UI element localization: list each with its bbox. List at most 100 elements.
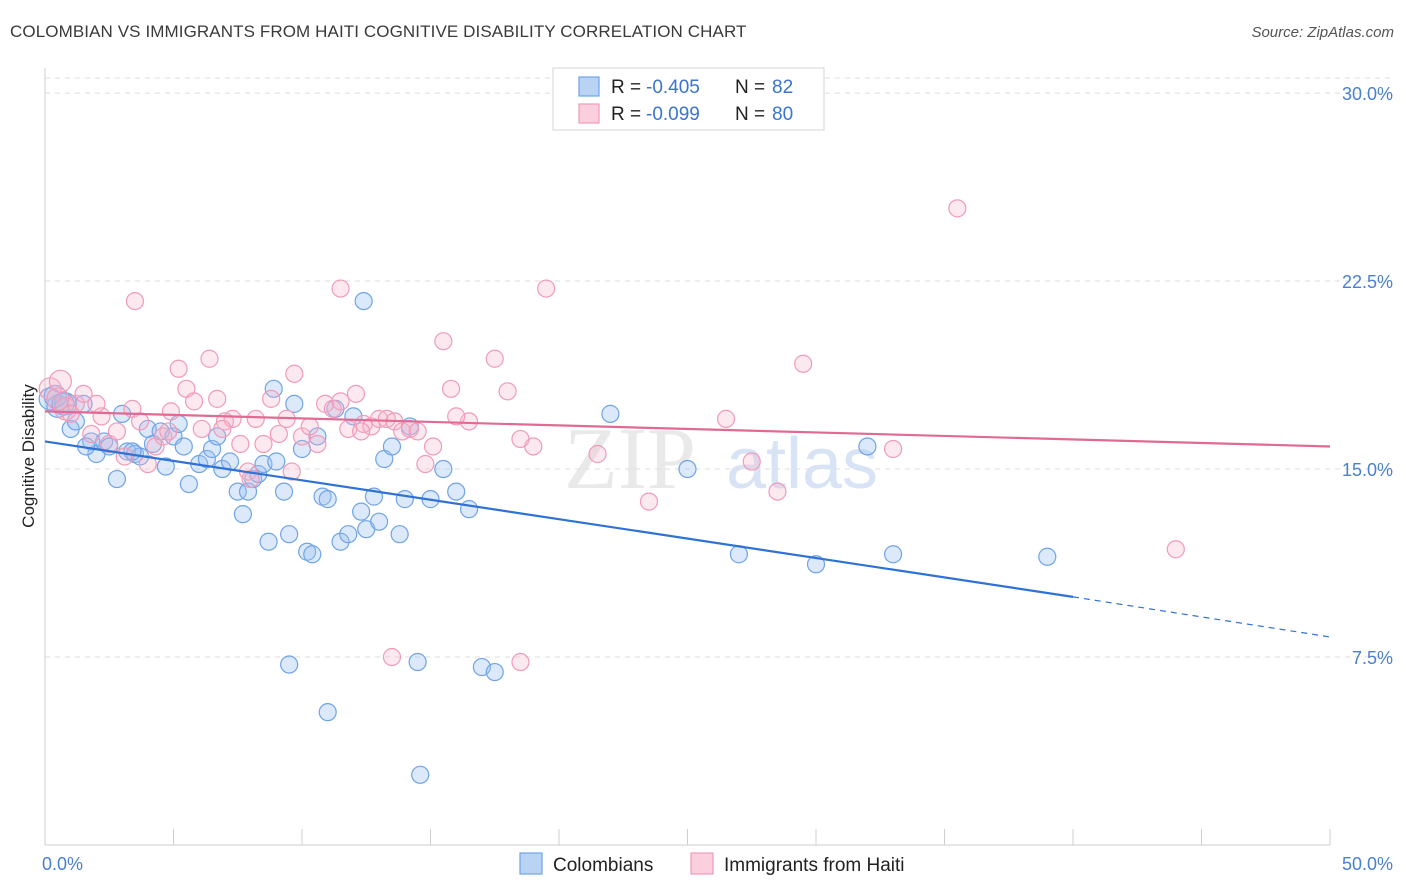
colombian-point	[390, 525, 409, 544]
colombian-point	[197, 449, 217, 469]
haiti-point	[213, 419, 232, 439]
bottom-legend-swatch-haiti	[690, 852, 714, 875]
haiti-point	[74, 384, 93, 403]
legend-n-label-2: N =	[735, 104, 765, 125]
y-tick-labels: 7.5% 15.0% 22.5% 30.0%	[1342, 84, 1393, 668]
haiti-point	[241, 469, 260, 489]
colombian-point	[678, 459, 697, 479]
haiti-point	[138, 454, 157, 474]
colombian-point	[274, 482, 294, 501]
colombian-point	[395, 490, 414, 509]
bottom-legend-haiti: Immigrants from Haiti	[724, 855, 905, 876]
colombian-point	[339, 525, 358, 544]
colombian-point	[303, 545, 322, 564]
colombian-point	[354, 292, 373, 311]
y-tick-label: 30.0%	[1342, 84, 1393, 104]
watermark-atlas: atlas	[726, 424, 878, 504]
colombian-point	[179, 474, 199, 494]
legend-n-value-1: 82	[772, 77, 793, 98]
haiti-point	[48, 369, 73, 393]
x-tick-label-min: 0.0%	[42, 854, 83, 874]
haiti-point	[87, 394, 106, 413]
haiti-point	[883, 439, 903, 459]
haiti-point	[742, 452, 761, 471]
haiti-point	[208, 389, 227, 408]
haiti-point	[370, 409, 389, 429]
legend-n-value-2: 80	[772, 104, 793, 125]
chart-title: COLOMBIAN VS IMMIGRANTS FROM HAITI COGNI…	[10, 22, 747, 41]
legend-r-label-1: R =	[611, 77, 641, 98]
legend: R = -0.405 N = 82 R = -0.099 N = 80	[552, 67, 825, 131]
colombian-point	[308, 427, 327, 446]
haiti-point	[447, 407, 466, 426]
bottom-legend: Colombians Immigrants from Haiti	[519, 852, 905, 876]
colombian-point	[280, 525, 299, 544]
haiti-trend-line	[44, 410, 1331, 448]
colombian-trend-line	[44, 440, 1074, 598]
colombian-point	[233, 505, 252, 524]
haiti-point	[794, 354, 813, 373]
axes	[44, 68, 1331, 846]
haiti-point	[61, 404, 80, 423]
haiti-point	[184, 392, 204, 411]
y-tick-label: 22.5%	[1342, 272, 1393, 292]
colombian-point	[228, 482, 247, 501]
haiti-point	[408, 422, 427, 441]
haiti-point	[382, 647, 402, 667]
haiti-point	[107, 422, 127, 441]
haiti-point	[768, 482, 787, 501]
colombian-point	[601, 404, 620, 423]
haiti-point	[537, 279, 556, 298]
haiti-point	[285, 364, 304, 383]
bottom-legend-swatch-colombians	[519, 852, 543, 875]
haiti-point	[169, 359, 188, 378]
haiti-point	[1166, 540, 1185, 559]
colombian-point	[174, 437, 193, 456]
y-tick-label: 7.5%	[1352, 648, 1393, 668]
colombian-point	[285, 394, 304, 413]
colombian-point	[411, 765, 430, 784]
haiti-point	[323, 399, 342, 418]
y-axis-label: Cognitive Disability	[19, 384, 38, 528]
legend-swatch-haiti	[578, 103, 600, 124]
series-colombians-points	[38, 292, 1057, 784]
legend-r-label-2: R =	[611, 104, 641, 125]
colombian-point	[107, 469, 127, 489]
haiti-point	[485, 349, 504, 368]
colombian-point	[1038, 547, 1057, 566]
haiti-point	[639, 492, 659, 511]
colombian-point	[267, 452, 286, 471]
haiti-point	[308, 434, 327, 454]
haiti-point	[161, 402, 181, 421]
haiti-point	[346, 384, 366, 403]
colombian-point	[883, 545, 903, 564]
colombian-point	[408, 652, 427, 672]
colombian-point	[858, 437, 877, 456]
haiti-point	[192, 419, 211, 439]
bottom-legend-colombians: Colombians	[553, 855, 653, 876]
haiti-point	[262, 389, 281, 408]
haiti-point	[300, 417, 319, 436]
y-tick-label: 15.0%	[1342, 460, 1393, 480]
haiti-point	[246, 409, 265, 429]
colombian-point	[459, 500, 479, 519]
haiti-point	[115, 447, 134, 466]
colombian-point	[280, 655, 299, 674]
haiti-point	[441, 379, 461, 398]
legend-swatch-colombians	[578, 76, 600, 97]
colombian-point	[434, 459, 453, 479]
series-haiti-points	[38, 199, 1185, 672]
haiti-point	[200, 349, 219, 368]
haiti-point	[362, 417, 381, 436]
colombian-point	[485, 662, 504, 682]
gridlines	[45, 77, 1392, 658]
haiti-point	[716, 409, 736, 429]
trend-lines	[44, 410, 1331, 638]
haiti-point	[524, 437, 543, 456]
source-label: Source: ZipAtlas.com	[1251, 24, 1394, 41]
haiti-point	[146, 437, 165, 456]
haiti-point	[282, 462, 301, 481]
haiti-point	[511, 652, 530, 672]
colombian-point	[259, 532, 278, 551]
